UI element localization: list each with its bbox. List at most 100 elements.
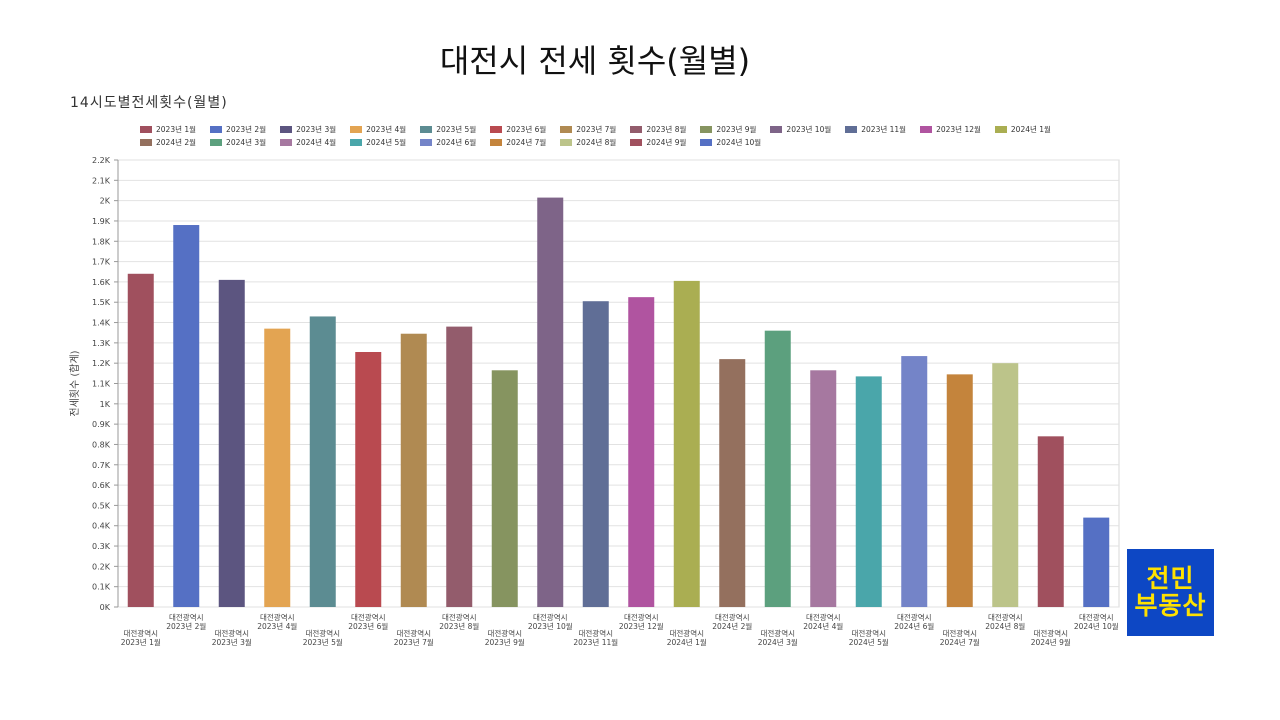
legend-label: 2024년 2월	[156, 137, 197, 147]
x-tick-label-region: 대전광역시	[533, 612, 568, 622]
x-tick-label: 2024년 4월	[803, 621, 843, 631]
legend-swatch	[700, 125, 713, 133]
x-tick-label: 2024년 1월	[667, 637, 707, 647]
bar	[309, 316, 336, 607]
legend-swatch	[350, 125, 363, 133]
legend-item: 2024년 6월	[420, 137, 476, 147]
y-tick-label: 1.5K	[92, 298, 111, 307]
x-tick-label: 2024년 3월	[758, 637, 798, 647]
x-tick-label: 2024년 2월	[712, 621, 752, 631]
legend-label: 2024년 1월	[1010, 124, 1051, 134]
legend-item: 2023년 12월	[920, 124, 981, 134]
legend-label: 2023년 5월	[436, 124, 477, 134]
legend-label: 2023년 2월	[226, 124, 267, 134]
legend-swatch	[210, 125, 223, 133]
brand-logo-line1: 전민	[1146, 564, 1195, 594]
x-tick-label-region: 대전광역시	[897, 612, 932, 622]
legend-swatch	[490, 138, 503, 146]
y-tick-label: 1.1K	[92, 380, 111, 389]
bar	[264, 328, 291, 607]
legend-label: 2023년 3월	[296, 124, 337, 134]
chart-legend: 2023년 1월 2023년 2월 2023년 3월 2023년 4월 2023년 5월…	[140, 124, 1130, 147]
x-tick-label-region: 대전광역시	[1079, 612, 1114, 622]
legend-item: 2024년 7월	[490, 137, 546, 147]
y-tick-label: 0.1K	[92, 583, 111, 592]
bar	[764, 330, 791, 607]
bar	[446, 326, 473, 607]
y-tick-label: 1.7K	[92, 258, 111, 267]
x-tick-label-region: 대전광역시	[306, 628, 341, 638]
legend-swatch	[210, 138, 223, 146]
bar	[992, 363, 1019, 607]
x-tick-label-region: 대전광역시	[260, 612, 295, 622]
y-tick-label: 2K	[100, 197, 111, 206]
y-tick-label: 0.8K	[92, 440, 111, 449]
legend-item: 2023년 7월	[560, 124, 616, 134]
x-tick-label: 2024년 9월	[1031, 637, 1071, 647]
bar	[582, 301, 609, 607]
x-tick-label: 2024년 8월	[985, 621, 1025, 631]
legend-item: 2023년 1월	[140, 124, 196, 134]
chart-title: 14시도별전세횟수(월별)	[70, 95, 228, 111]
x-tick-label-region: 대전광역시	[1034, 628, 1069, 638]
bar	[1037, 436, 1064, 607]
x-tick-label: 2023년 2월	[166, 621, 206, 631]
legend-label: 2023년 4월	[366, 124, 407, 134]
legend-label: 2023년 10월	[786, 124, 832, 134]
legend-swatch	[280, 138, 293, 146]
legend-item: 2023년 4월	[350, 124, 406, 134]
x-tick-label: 2024년 6월	[894, 621, 934, 631]
x-tick-label: 2023년 8월	[439, 621, 479, 631]
y-tick-label: 0.2K	[92, 562, 111, 571]
y-tick-label: 0.7K	[92, 461, 111, 470]
x-tick-label-region: 대전광역시	[442, 612, 477, 622]
x-tick-label: 2023년 6월	[348, 621, 388, 631]
legend-item: 2024년 3월	[210, 137, 266, 147]
legend-swatch	[560, 125, 573, 133]
bar	[127, 273, 154, 607]
bar	[719, 359, 746, 607]
x-tick-label-region: 대전광역시	[806, 612, 841, 622]
legend-swatch	[560, 138, 573, 146]
legend-item: 2024년 2월	[140, 137, 196, 147]
y-tick-label: 1.2K	[92, 359, 111, 368]
y-tick-label: 1.3K	[92, 339, 111, 348]
y-tick-label: 1K	[100, 400, 111, 409]
brand-logo-line2: 부동산	[1134, 590, 1207, 620]
legend-swatch	[140, 125, 152, 133]
bar	[901, 356, 928, 607]
legend-swatch	[630, 125, 643, 133]
legend-item: 2023년 5월	[420, 124, 476, 134]
legend-label: 2023년 6월	[506, 124, 547, 134]
x-tick-label: 2023년 7월	[394, 637, 434, 647]
bar	[400, 333, 427, 607]
y-tick-label: 0.5K	[92, 501, 111, 510]
x-tick-label-region: 대전광역시	[943, 628, 978, 638]
bar	[1083, 517, 1110, 607]
legend-label: 2024년 7월	[506, 137, 547, 147]
y-axis-label: 전세횟수 (합계)	[69, 350, 81, 416]
legend-label: 2023년 11월	[861, 124, 907, 134]
y-tick-label: 1.8K	[92, 237, 111, 246]
x-tick-label-region: 대전광역시	[488, 628, 523, 638]
y-tick-label: 2.1K	[92, 176, 111, 185]
x-tick-label: 2024년 7월	[940, 637, 980, 647]
legend-item: 2023년 6월	[490, 124, 546, 134]
x-tick-label-region: 대전광역시	[215, 628, 250, 638]
legend-item: 2024년 10월	[700, 137, 761, 147]
legend-label: 2024년 9월	[646, 137, 687, 147]
legend-label: 2023년 9월	[716, 124, 757, 134]
legend-label: 2024년 4월	[296, 137, 337, 147]
legend-label: 2024년 3월	[226, 137, 267, 147]
x-tick-label: 2023년 10월	[528, 621, 573, 631]
legend-swatch	[420, 125, 433, 133]
bar	[491, 370, 518, 607]
legend-swatch	[350, 138, 363, 146]
legend-item: 2023년 2월	[210, 124, 266, 134]
x-tick-label-region: 대전광역시	[624, 612, 659, 622]
legend-swatch	[630, 138, 643, 146]
legend-item: 2024년 9월	[630, 137, 686, 147]
x-tick-label: 2023년 1월	[121, 637, 161, 647]
legend-swatch	[994, 125, 1007, 133]
